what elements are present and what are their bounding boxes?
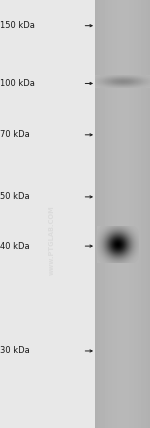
Text: 150 kDa: 150 kDa [0, 21, 35, 30]
Text: 100 kDa: 100 kDa [0, 79, 35, 88]
Text: 50 kDa: 50 kDa [0, 192, 30, 202]
Text: 70 kDa: 70 kDa [0, 130, 30, 140]
Text: 30 kDa: 30 kDa [0, 346, 30, 356]
Text: 40 kDa: 40 kDa [0, 241, 30, 251]
Text: www.PTGLAB.COM: www.PTGLAB.COM [49, 205, 55, 274]
